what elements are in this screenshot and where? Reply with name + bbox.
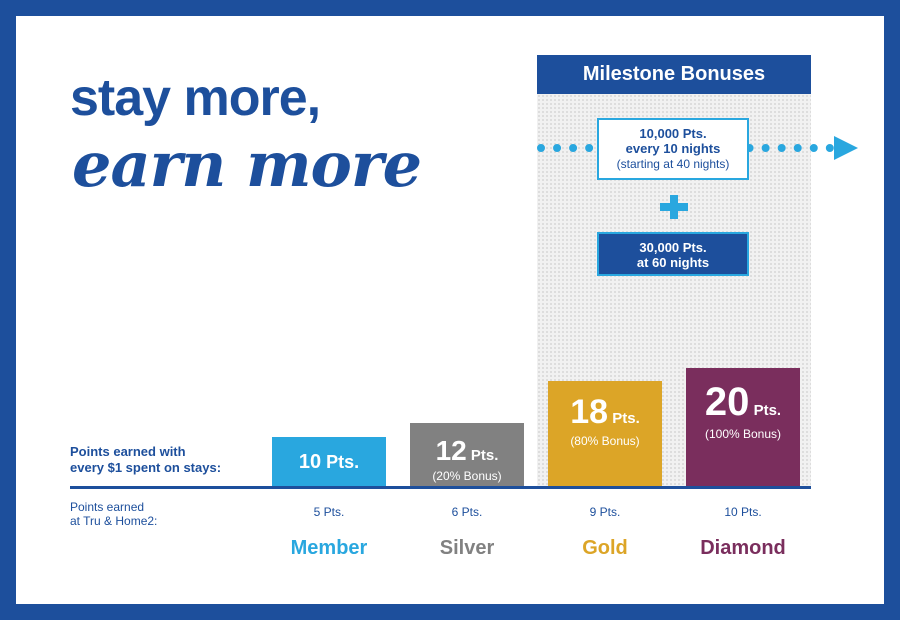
headline-earn-more: earn more bbox=[72, 128, 422, 201]
bar-value-unit: Pts. bbox=[466, 447, 499, 464]
points-earned-label: Points earned with every $1 spent on sta… bbox=[70, 444, 221, 476]
points-label-line1: Points earned with bbox=[70, 444, 186, 459]
bar-value-label: 10 Pts. bbox=[272, 451, 386, 474]
tier-label-silver: Silver bbox=[439, 537, 495, 559]
bar-bonus-label: (80% Bonus) bbox=[570, 434, 640, 448]
tier-label-member: Member bbox=[290, 537, 368, 559]
tier-label-diamond: Diamond bbox=[700, 537, 786, 559]
milestone-bonus-10-nights: 10,000 Pts. every 10 nights (starting at… bbox=[597, 118, 749, 180]
headline-stay-more: stay more, bbox=[70, 69, 321, 127]
bar-diamond: 20 Pts. (100% Bonus) bbox=[686, 368, 800, 486]
bar-value-label: 18 Pts. bbox=[548, 393, 662, 432]
bar-bonus-label: (100% Bonus) bbox=[704, 427, 782, 441]
tru-home2-value: 6 Pts. bbox=[451, 505, 483, 519]
bar-value-number: 10 bbox=[298, 451, 322, 473]
bar-value-unit: Pts. bbox=[749, 402, 782, 419]
bonus2-line1: 30,000 Pts. bbox=[639, 240, 707, 255]
bonus1-line1: 10,000 Pts. bbox=[639, 126, 707, 141]
tru-home2-value: 5 Pts. bbox=[313, 505, 345, 519]
milestone-header: Milestone Bonuses bbox=[537, 55, 811, 94]
tru-home2-label: Points earned at Tru & Home2: bbox=[70, 500, 157, 528]
bar-silver: 12 Pts. (20% Bonus) bbox=[410, 423, 524, 486]
bar-value-unit: Pts. bbox=[608, 410, 640, 427]
bar-value-label: 12 Pts. bbox=[410, 435, 524, 467]
tru-home2-value: 10 Pts. bbox=[724, 505, 762, 519]
bar-value-number: 20 bbox=[704, 380, 750, 424]
chart-baseline bbox=[70, 486, 811, 489]
tru-label-line2: at Tru & Home2: bbox=[70, 514, 158, 528]
milestone-bonus-60-nights: 30,000 Pts. at 60 nights bbox=[597, 232, 749, 276]
tru-home2-value: 9 Pts. bbox=[589, 505, 621, 519]
bar-value-number: 12 bbox=[435, 435, 467, 466]
bonus1-line2: every 10 nights bbox=[625, 141, 721, 156]
bar-value-number: 18 bbox=[570, 393, 609, 431]
tru-label-line1: Points earned bbox=[70, 500, 145, 514]
bar-gold: 18 Pts. (80% Bonus) bbox=[548, 381, 662, 486]
arrow-right-icon bbox=[834, 136, 858, 160]
bar-value-label: 20 Pts. bbox=[686, 380, 800, 425]
bar-member: 10 Pts. bbox=[272, 437, 386, 486]
plus-icon bbox=[660, 195, 688, 219]
points-label-line2: every $1 spent on stays: bbox=[70, 460, 222, 475]
bar-bonus-label: (20% Bonus) bbox=[432, 469, 502, 483]
bar-value-unit: Pts. bbox=[321, 452, 360, 472]
bonus1-line3: (starting at 40 nights) bbox=[616, 157, 730, 171]
tier-label-gold: Gold bbox=[582, 537, 628, 559]
bonus2-line2: at 60 nights bbox=[636, 255, 710, 270]
